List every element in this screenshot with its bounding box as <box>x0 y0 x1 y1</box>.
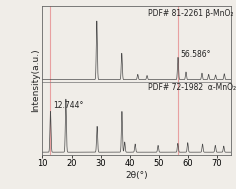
Y-axis label: Intensity(a.u.): Intensity(a.u.) <box>31 49 40 112</box>
X-axis label: 2θ(°): 2θ(°) <box>126 171 148 180</box>
Text: PDF# 81-2261 β-MnO₂: PDF# 81-2261 β-MnO₂ <box>148 9 234 18</box>
Text: 12.744°: 12.744° <box>54 101 84 110</box>
Text: PDF# 72-1982  α-MnO₂: PDF# 72-1982 α-MnO₂ <box>148 83 236 92</box>
Text: 56.586°: 56.586° <box>181 50 211 59</box>
